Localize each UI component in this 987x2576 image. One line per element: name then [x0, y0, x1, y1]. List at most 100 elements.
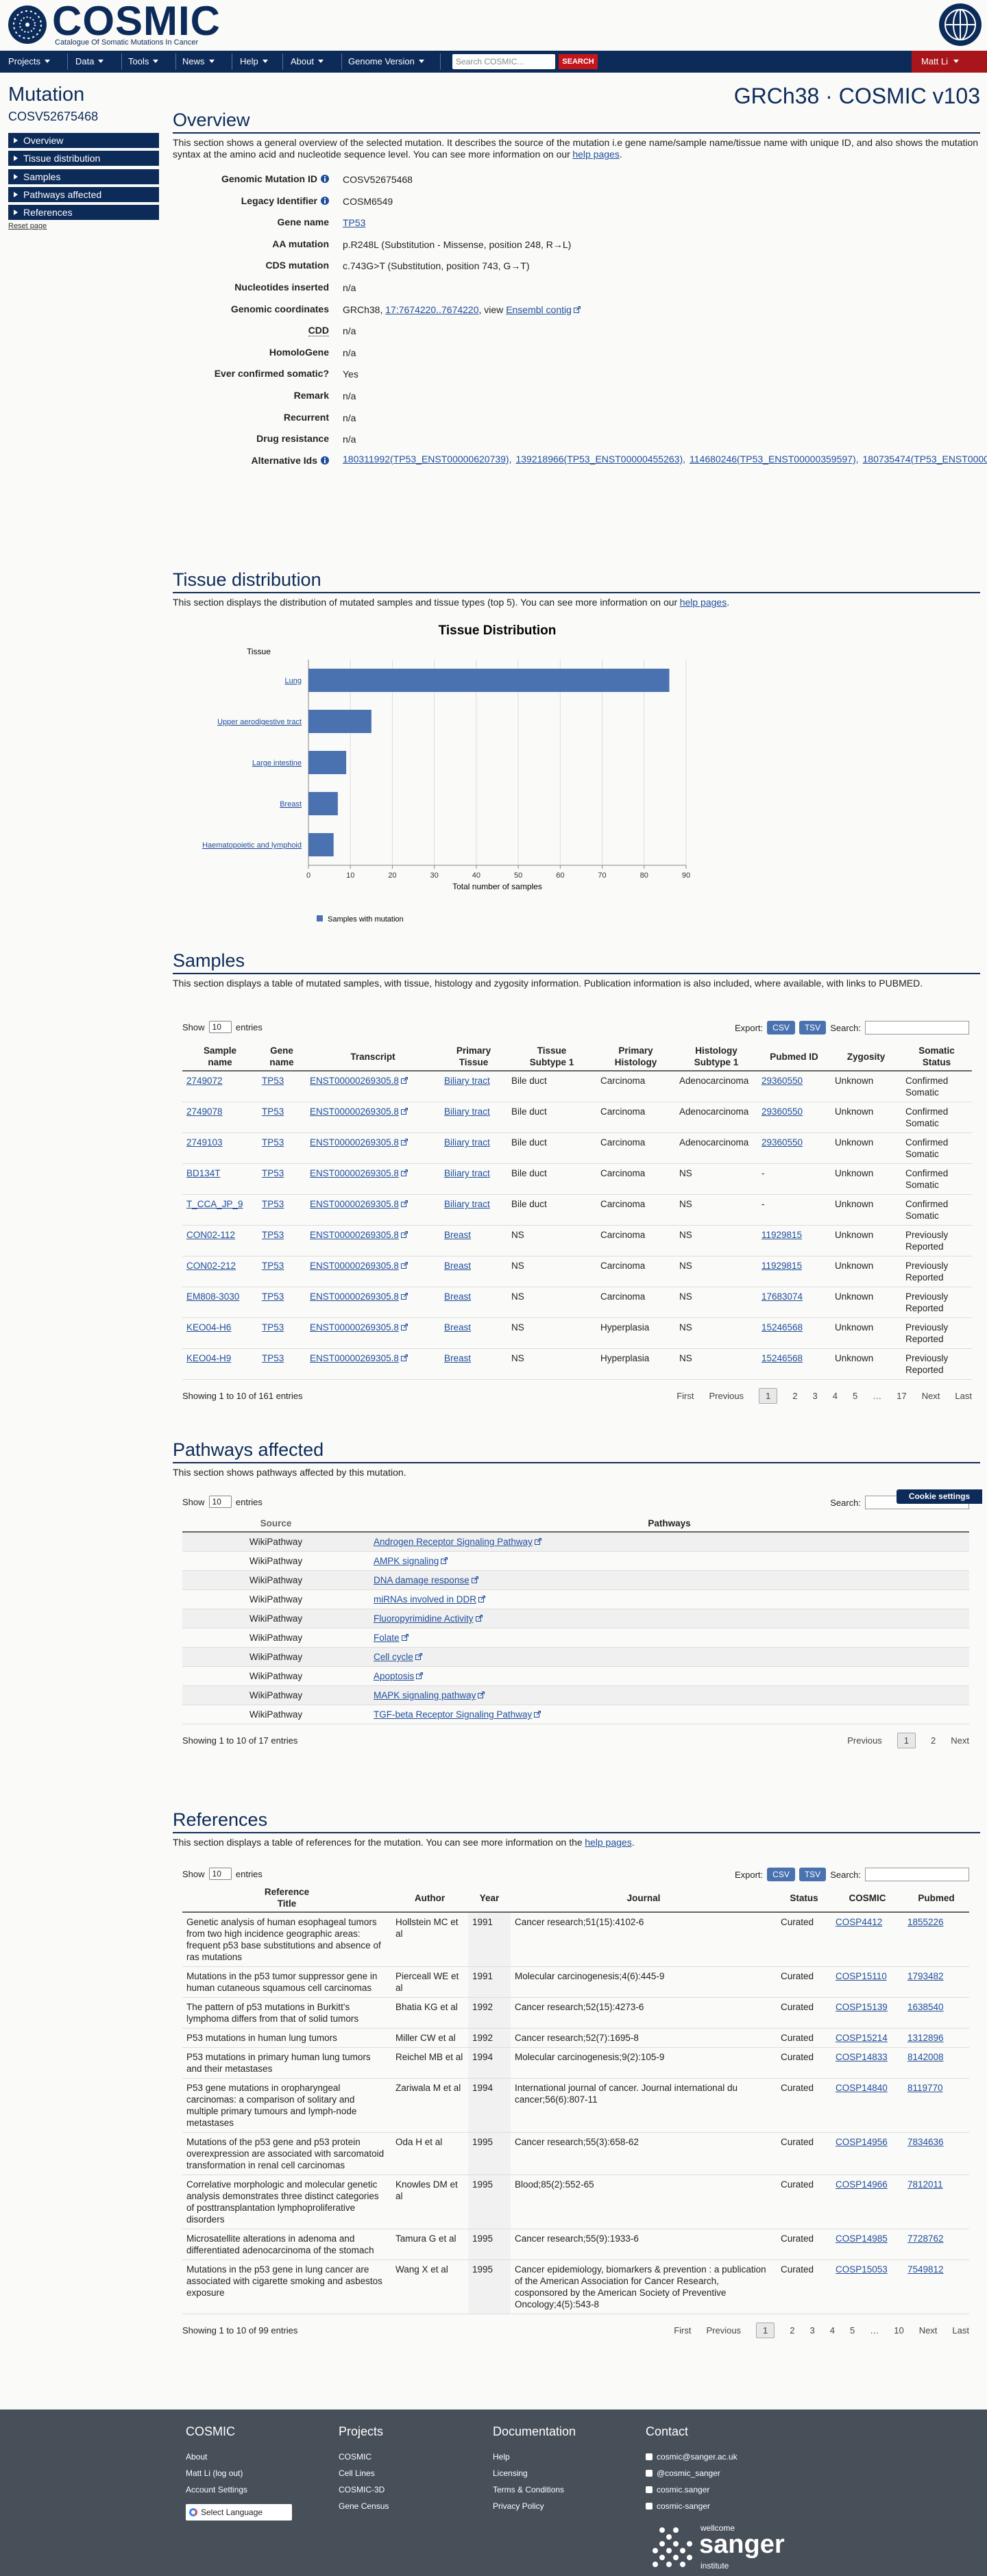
sidebar-item[interactable]: Overview	[8, 133, 159, 148]
cell-link[interactable]: BD134T	[186, 1168, 221, 1178]
cell-link[interactable]: 11929815	[761, 1261, 803, 1271]
category-label[interactable]: Breast	[280, 800, 302, 808]
help-link[interactable]: help pages	[572, 149, 620, 160]
cell-link[interactable]: 7812011	[907, 2179, 943, 2190]
page-button[interactable]: Previous	[706, 2325, 742, 2336]
column-header[interactable]: Tissue Subtype 1	[507, 1043, 596, 1072]
page-button[interactable]: 10	[894, 2325, 904, 2336]
cell-link[interactable]: MAPK signaling pathway	[374, 1690, 476, 1700]
page-button[interactable]: 5	[852, 1391, 858, 1401]
csv-button[interactable]: CSV	[767, 1021, 795, 1035]
page-button[interactable]: 1	[756, 2323, 775, 2338]
cell-link[interactable]: Apoptosis	[374, 1671, 415, 1681]
cell-link[interactable]: KEO04-H6	[186, 1322, 232, 1333]
cell-link[interactable]: 8142008	[907, 2052, 944, 2062]
table-search[interactable]	[865, 1868, 969, 1881]
cell-link[interactable]: 29360550	[761, 1106, 803, 1117]
footer-link[interactable]: cosmic.sanger	[646, 2481, 738, 2498]
cell-link[interactable]: ENST00000269305.8	[310, 1230, 399, 1240]
cell-link[interactable]: TP53	[262, 1106, 284, 1117]
cell-link[interactable]: TP53	[262, 1230, 284, 1240]
footer-link[interactable]: Help	[493, 2449, 576, 2465]
cell-link[interactable]: ENST00000269305.8	[310, 1106, 399, 1117]
column-header[interactable]: Sample name	[182, 1043, 258, 1072]
cell-link[interactable]: EM808-3030	[186, 1291, 240, 1302]
cell-link[interactable]: CON02-212	[186, 1261, 236, 1271]
cell-link[interactable]: 29360550	[761, 1137, 803, 1148]
cell-link[interactable]: TP53	[262, 1076, 284, 1086]
cell-link[interactable]: T_CCA_JP_9	[186, 1199, 243, 1209]
cell-link[interactable]: 1312896	[907, 2033, 944, 2043]
user-menu[interactable]: Matt Li	[912, 51, 987, 73]
cell-link[interactable]: CON02-112	[186, 1230, 236, 1240]
language-select[interactable]: Select Language	[186, 2504, 292, 2521]
cell-link[interactable]: Breast	[444, 1230, 472, 1240]
nav-item[interactable]: Tools	[128, 51, 159, 73]
cell-link[interactable]: COSP15139	[836, 2002, 888, 2012]
column-header[interactable]: Primary Tissue	[440, 1043, 507, 1072]
cell-link[interactable]: Cell cycle	[374, 1652, 413, 1662]
column-header[interactable]: Somatic Status	[901, 1043, 972, 1072]
page-button[interactable]: Next	[951, 1735, 969, 1746]
sidebar-item[interactable]: Pathways affected	[8, 186, 159, 202]
cell-link[interactable]: COSP14966	[836, 2179, 888, 2190]
footer-link[interactable]: Licensing	[493, 2465, 576, 2481]
column-header[interactable]: Primary Histology	[596, 1043, 675, 1072]
cell-link[interactable]: ENST00000269305.8	[310, 1291, 399, 1302]
cell-link[interactable]: 8119770	[907, 2083, 943, 2093]
page-button[interactable]: First	[674, 2325, 692, 2336]
category-label[interactable]: Upper aerodigestive tract	[217, 718, 302, 726]
footer-link[interactable]: Terms & Conditions	[493, 2481, 576, 2498]
nav-item[interactable]: Genome Version	[348, 51, 424, 73]
category-label[interactable]: Large intestine	[252, 759, 302, 767]
cell-link[interactable]: Breast	[444, 1261, 472, 1271]
column-header[interactable]: Pathways	[369, 1515, 969, 1533]
cell-link[interactable]: KEO04-H9	[186, 1353, 232, 1363]
cell-link[interactable]: TP53	[262, 1291, 284, 1302]
footer-link[interactable]: cosmic@sanger.ac.uk	[646, 2449, 738, 2465]
cell-link[interactable]: Fluoropyrimidine Activity	[374, 1613, 474, 1624]
cell-link[interactable]: 17683074	[761, 1291, 803, 1302]
footer-link[interactable]: cosmic-sanger	[646, 2498, 738, 2514]
page-button[interactable]: Next	[921, 1391, 940, 1401]
cell-link[interactable]: 7834636	[907, 2137, 944, 2147]
cell-link[interactable]: 2749103	[186, 1137, 223, 1148]
column-header[interactable]: Year	[468, 1884, 511, 1913]
page-button[interactable]: 5	[849, 2325, 855, 2336]
alt-id-link[interactable]: 180311992(TP53_ENST00000620739),	[343, 453, 512, 465]
cell-link[interactable]: ENST00000269305.8	[310, 1199, 399, 1209]
cell-link[interactable]: TP53	[262, 1168, 284, 1178]
cell-link[interactable]: ENST00000269305.8	[310, 1076, 399, 1086]
page-button[interactable]: 4	[832, 1391, 838, 1401]
cell-link[interactable]: 1855226	[907, 1917, 944, 1927]
nav-item[interactable]: Data	[75, 51, 104, 73]
cell-link[interactable]: 1638540	[907, 2002, 944, 2012]
page-button[interactable]: 3	[809, 2325, 815, 2336]
tsv-button[interactable]: TSV	[799, 1021, 827, 1035]
cell-link[interactable]: AMPK signaling	[374, 1556, 439, 1566]
cell-link[interactable]: COSP14833	[836, 2052, 888, 2062]
cell-link[interactable]: 2749072	[186, 1076, 223, 1086]
cell-link[interactable]: miRNAs involved in DDR	[374, 1594, 477, 1605]
value-link[interactable]: Ensembl contig	[506, 304, 572, 315]
length-select[interactable]: 10	[208, 1496, 232, 1508]
search-input[interactable]: Search COSMIC...	[452, 54, 555, 69]
cell-link[interactable]: 29360550	[761, 1076, 803, 1086]
column-header[interactable]: Zygosity	[831, 1043, 901, 1072]
footer-link[interactable]: COSMIC-3D	[339, 2481, 389, 2498]
cell-link[interactable]: Biliary tract	[444, 1199, 490, 1209]
column-header[interactable]: Journal	[511, 1884, 777, 1913]
cell-link[interactable]: Folate	[374, 1633, 400, 1643]
page-button[interactable]: Next	[918, 2325, 938, 2336]
cell-link[interactable]: TP53	[262, 1322, 284, 1333]
cell-link[interactable]: Biliary tract	[444, 1168, 490, 1178]
nav-item[interactable]: News	[182, 51, 215, 73]
length-select[interactable]: 10	[208, 1868, 232, 1880]
page-button[interactable]: 2	[790, 2325, 795, 2336]
alt-id-link[interactable]: 139218966(TP53_ENST00000455263),	[515, 453, 686, 465]
sidebar-item[interactable]: Samples	[8, 169, 159, 184]
sidebar-item[interactable]: Tissue distribution	[8, 151, 159, 166]
cell-link[interactable]: COSP14956	[836, 2137, 888, 2147]
page-button[interactable]: 1	[897, 1733, 916, 1748]
footer-link[interactable]: Account Settings	[186, 2481, 247, 2498]
